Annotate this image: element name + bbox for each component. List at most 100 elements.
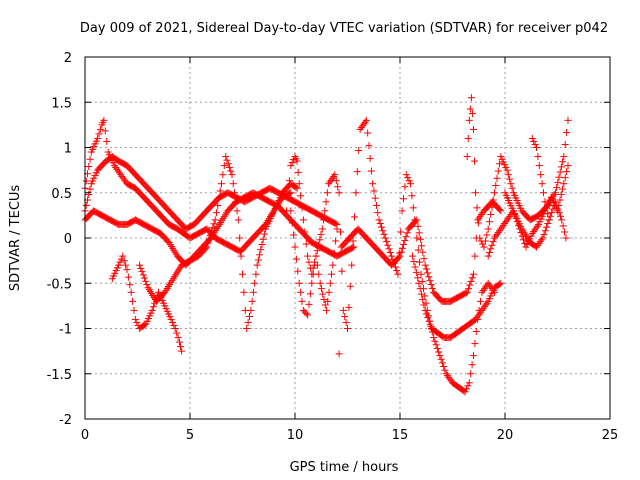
data-point — [536, 238, 544, 246]
data-point — [308, 279, 316, 287]
data-point — [562, 234, 570, 242]
data-point — [326, 279, 334, 287]
data-point — [149, 303, 157, 311]
data-point — [346, 282, 354, 290]
data-point — [431, 337, 439, 345]
data-point — [316, 236, 324, 244]
data-point — [361, 118, 369, 126]
data-point — [143, 281, 151, 289]
data-point — [110, 162, 118, 170]
data-point — [478, 288, 486, 296]
data-point — [116, 258, 124, 266]
data-point — [398, 244, 406, 252]
data-point — [317, 285, 325, 293]
data-point — [349, 244, 357, 252]
data-point — [173, 329, 181, 337]
data-point — [305, 300, 313, 308]
data-point — [435, 348, 443, 356]
data-point — [508, 184, 516, 192]
data-point — [474, 216, 482, 224]
data-point — [409, 252, 417, 260]
data-point — [322, 198, 330, 206]
data-point — [557, 191, 565, 199]
data-point — [127, 288, 135, 296]
data-point — [203, 243, 211, 251]
data-point — [540, 189, 547, 197]
data-point — [234, 216, 242, 224]
data-point — [507, 180, 515, 188]
data-point — [95, 130, 103, 138]
data-point — [420, 301, 428, 309]
data-point — [467, 94, 475, 102]
data-point — [410, 258, 418, 266]
data-point — [397, 248, 405, 256]
data-point — [85, 191, 93, 199]
data-point — [169, 318, 176, 326]
data-point — [323, 306, 330, 314]
data-point — [350, 243, 358, 251]
data-point — [120, 257, 128, 265]
data-point — [256, 251, 264, 259]
data-point — [293, 184, 301, 192]
data-point — [462, 289, 470, 297]
data-point — [445, 373, 453, 381]
data-point — [437, 355, 445, 363]
data-point — [329, 261, 337, 269]
data-point — [560, 153, 568, 161]
data-point — [216, 187, 224, 195]
data-point — [493, 174, 501, 182]
data-point — [333, 225, 341, 233]
data-point — [352, 189, 360, 197]
data-point — [385, 245, 393, 253]
data-point — [467, 277, 475, 285]
data-point — [210, 220, 218, 228]
series-track-g — [287, 207, 341, 319]
data-point — [415, 279, 423, 287]
data-point — [548, 209, 556, 217]
data-point — [357, 124, 365, 132]
series-track-c — [81, 189, 358, 269]
data-point — [211, 216, 219, 224]
data-point — [416, 258, 424, 266]
data-point — [371, 194, 379, 202]
data-point — [504, 214, 512, 222]
data-point — [118, 172, 126, 180]
data-point — [82, 201, 90, 209]
data-point — [463, 385, 470, 393]
data-point — [295, 279, 303, 287]
data-point — [402, 171, 410, 179]
data-point — [553, 184, 561, 192]
data-point — [472, 315, 480, 323]
data-point — [362, 116, 370, 124]
data-point — [315, 270, 323, 278]
data-point — [473, 314, 481, 322]
data-point — [301, 228, 309, 236]
data-point — [326, 178, 334, 186]
data-point — [131, 315, 139, 323]
data-point — [466, 105, 474, 113]
data-point — [365, 142, 373, 150]
data-point — [446, 375, 454, 383]
data-point — [171, 325, 179, 332]
data-point — [538, 180, 546, 188]
data-point — [544, 220, 552, 228]
data-point — [306, 290, 314, 298]
data-point — [471, 340, 479, 348]
data-point — [483, 299, 491, 307]
data-point — [405, 177, 413, 185]
data-point — [496, 160, 504, 168]
data-point — [328, 174, 336, 182]
data-point — [220, 162, 228, 170]
data-point — [214, 201, 222, 209]
data-point — [332, 237, 340, 245]
data-point — [426, 277, 434, 285]
data-point — [563, 128, 571, 136]
data-point — [443, 372, 451, 380]
data-point — [291, 243, 299, 251]
data-point — [421, 261, 429, 269]
data-point — [421, 306, 429, 314]
data-point — [442, 370, 450, 378]
data-point — [294, 168, 302, 176]
data-point — [295, 180, 303, 188]
data-point — [494, 167, 502, 175]
